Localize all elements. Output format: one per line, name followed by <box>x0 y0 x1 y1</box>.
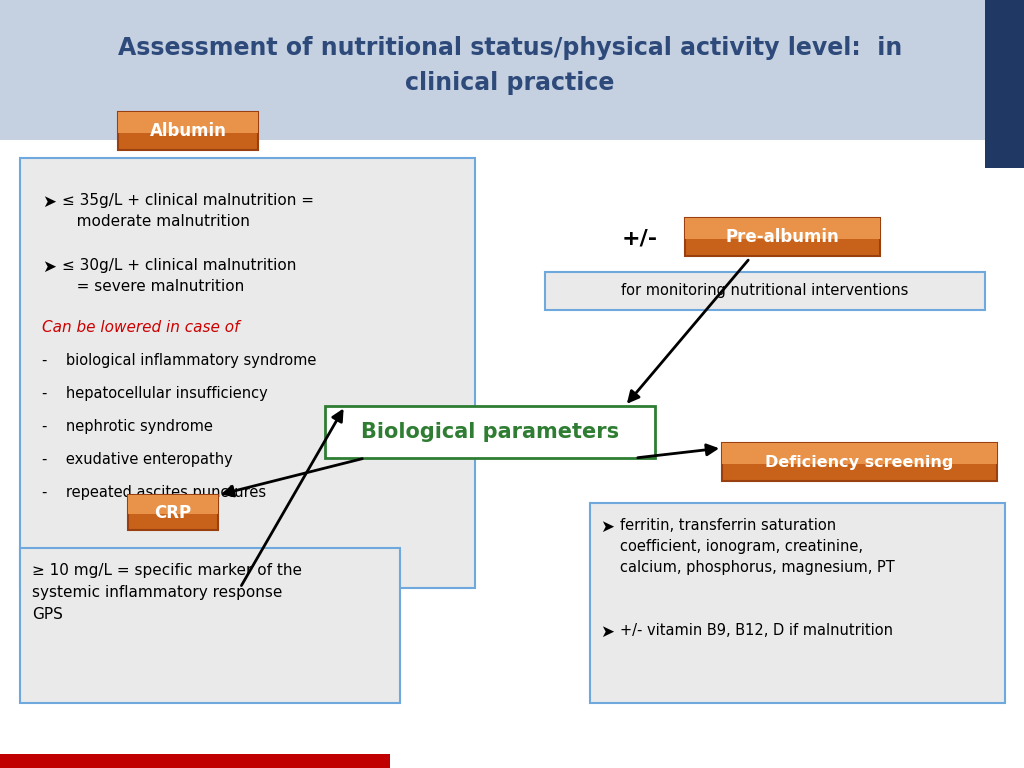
Bar <box>0 0 1024 140</box>
Text: Albumin: Albumin <box>150 122 226 140</box>
Text: ≤ 30g/L + clinical malnutrition
   = severe malnutrition: ≤ 30g/L + clinical malnutrition = severe… <box>62 258 296 294</box>
Bar <box>128 495 218 515</box>
Bar <box>685 218 880 239</box>
Bar <box>0 140 1024 768</box>
Text: -    nephrotic syndrome: - nephrotic syndrome <box>42 419 213 434</box>
Bar <box>685 218 880 256</box>
Text: ➤: ➤ <box>42 258 56 276</box>
Text: for monitoring nutritional interventions: for monitoring nutritional interventions <box>622 283 908 299</box>
Bar <box>20 158 475 588</box>
Text: -    repeated ascites punctures: - repeated ascites punctures <box>42 485 266 500</box>
Bar <box>722 443 997 464</box>
Text: CRP: CRP <box>155 504 191 521</box>
Text: +/-: +/- <box>622 228 658 248</box>
Bar <box>128 495 218 530</box>
Text: -    hepatocellular insufficiency: - hepatocellular insufficiency <box>42 386 267 401</box>
Text: Pre-albumin: Pre-albumin <box>726 228 840 246</box>
Text: ➤: ➤ <box>600 623 613 641</box>
Text: Deficiency screening: Deficiency screening <box>765 455 953 469</box>
Bar <box>0 754 390 768</box>
Text: -    biological inflammatory syndrome: - biological inflammatory syndrome <box>42 353 316 368</box>
Text: ferritin, transferrin saturation
coefficient, ionogram, creatinine,
calcium, pho: ferritin, transferrin saturation coeffic… <box>620 518 895 575</box>
Bar <box>722 443 997 481</box>
Text: Assessment of nutritional status/physical activity level:  in: Assessment of nutritional status/physica… <box>118 36 902 60</box>
Text: ➤: ➤ <box>42 193 56 211</box>
Text: ⚠: ⚠ <box>360 416 400 459</box>
Text: ➤: ➤ <box>600 518 613 536</box>
Bar <box>545 272 985 310</box>
Bar <box>325 406 655 458</box>
Text: clinical practice: clinical practice <box>406 71 614 95</box>
Text: ≥ 10 mg/L = specific marker of the
systemic inflammatory response
GPS: ≥ 10 mg/L = specific marker of the syste… <box>32 563 302 622</box>
Bar <box>590 503 1005 703</box>
Text: Can be lowered in case of: Can be lowered in case of <box>42 320 240 335</box>
Text: -    exudative enteropathy: - exudative enteropathy <box>42 452 232 467</box>
Bar <box>20 548 400 703</box>
Bar <box>118 112 258 133</box>
Text: Biological parameters: Biological parameters <box>360 422 620 442</box>
Bar <box>118 112 258 150</box>
Bar <box>985 0 1024 168</box>
Text: ≤ 35g/L + clinical malnutrition =
   moderate malnutrition: ≤ 35g/L + clinical malnutrition = modera… <box>62 193 314 229</box>
Text: +/- vitamin B9, B12, D if malnutrition: +/- vitamin B9, B12, D if malnutrition <box>620 623 893 638</box>
